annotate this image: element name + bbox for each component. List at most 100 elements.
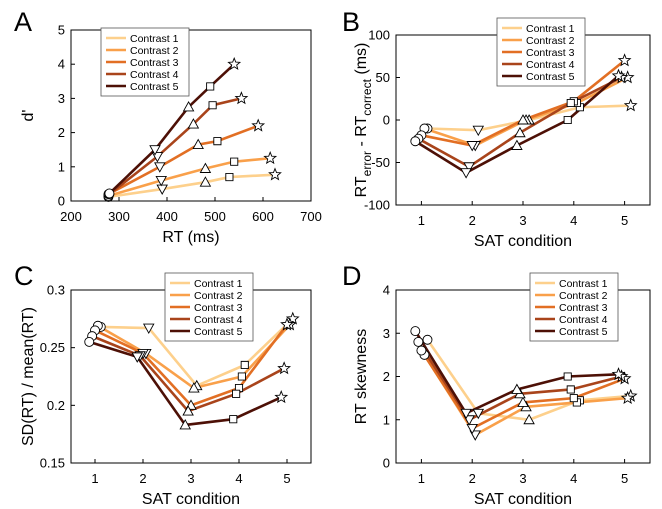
marker [410, 326, 421, 337]
marker [208, 101, 217, 110]
marker [182, 405, 194, 416]
x-tick-label: 3 [519, 213, 526, 228]
legend-label: Contrast 3 [130, 57, 179, 69]
marker [156, 184, 168, 195]
x-tick-label: 3 [187, 471, 194, 486]
y-axis-label: d' [20, 110, 37, 122]
label-subscript: correct [360, 78, 374, 115]
marker [213, 137, 222, 146]
marker [511, 383, 523, 394]
marker [104, 188, 115, 199]
x-tick-label: 2 [469, 213, 476, 228]
x-tick-label: 3 [519, 471, 526, 486]
y-tick-label: 0.15 [40, 456, 65, 471]
label-part: RT [353, 176, 370, 197]
y-tick-label: 0 [58, 194, 65, 209]
marker [234, 91, 249, 105]
marker [563, 115, 572, 125]
marker [472, 125, 485, 137]
marker [514, 126, 526, 138]
marker [182, 101, 195, 112]
series-line [108, 173, 276, 199]
marker [280, 317, 294, 331]
marker [463, 162, 475, 173]
y-tick-label: 0.25 [40, 340, 65, 355]
y-tick-label: 1 [58, 159, 65, 174]
marker [617, 53, 632, 67]
marker [263, 151, 278, 165]
marker [192, 138, 204, 150]
marker [611, 68, 626, 82]
y-tick-label: -100 [364, 198, 390, 213]
marker [416, 345, 427, 356]
y-tick-label: 100 [368, 28, 390, 43]
marker [517, 396, 529, 407]
marker [225, 173, 234, 182]
y-tick-label: 50 [376, 70, 390, 85]
x-tick-label: 1 [418, 213, 425, 228]
legend-label: Contrast 1 [526, 23, 575, 35]
x-tick-label: 1 [418, 471, 425, 486]
marker [199, 162, 212, 173]
marker [199, 176, 212, 187]
marker [251, 118, 266, 132]
x-tick-label: 4 [570, 213, 577, 228]
marker [472, 408, 485, 420]
x-axis-label: SAT condition [474, 491, 572, 508]
marker [611, 367, 626, 381]
marker [237, 372, 246, 381]
legend-label: Contrast 4 [194, 314, 243, 326]
marker [142, 323, 155, 334]
marker [155, 176, 168, 187]
panel-label: C [14, 261, 34, 291]
legend-label: Contrast 1 [130, 33, 179, 45]
marker [179, 419, 192, 430]
legend-label: Contrast 5 [194, 326, 243, 338]
x-tick-label: 5 [283, 471, 290, 486]
panel-label: A [14, 7, 32, 37]
series-line [424, 76, 629, 147]
legend-label: Contrast 3 [526, 47, 575, 59]
legend-label: Contrast 3 [194, 302, 243, 314]
y-tick-label: 0 [383, 456, 390, 471]
marker [569, 394, 578, 403]
axes-box [70, 29, 312, 202]
legend-label: Contrast 1 [194, 278, 243, 290]
marker [229, 415, 238, 424]
x-tick-label: 700 [300, 209, 322, 224]
marker [460, 408, 472, 420]
marker [187, 118, 200, 129]
x-axis-label: RT (ms) [162, 229, 219, 246]
series-line [417, 341, 622, 422]
y-tick-label: 0.2 [47, 398, 65, 413]
x-tick-label: 5 [621, 213, 628, 228]
x-tick-label: 4 [570, 471, 577, 486]
y-tick-label: 3 [383, 326, 390, 341]
y-tick-label: -50 [371, 155, 390, 170]
y-tick-label: 0 [383, 113, 390, 128]
y-axis-label: SD(RT) / mean(RT) [20, 307, 37, 446]
label-part: - RT [353, 116, 370, 151]
marker [523, 413, 535, 425]
marker [623, 98, 638, 112]
marker [563, 372, 572, 381]
marker [413, 336, 424, 347]
marker [268, 167, 282, 181]
marker [517, 114, 529, 125]
legend-label: Contrast 5 [526, 71, 575, 83]
x-tick-label: 500 [204, 209, 226, 224]
y-tick-label: 4 [383, 283, 390, 298]
legend-label: Contrast 3 [559, 302, 608, 314]
label-part: (ms) [353, 43, 370, 79]
marker [188, 382, 200, 393]
x-axis-label: SAT condition [142, 491, 240, 508]
y-tick-label: 1 [383, 412, 390, 427]
x-tick-label: 400 [156, 209, 178, 224]
y-tick-label: 0.3 [47, 283, 65, 298]
legend-label: Contrast 2 [559, 290, 608, 302]
x-tick-label: 2 [139, 471, 146, 486]
x-tick-label: 200 [60, 209, 82, 224]
legend-label: Contrast 1 [559, 278, 608, 290]
legend-label: Contrast 5 [130, 81, 179, 93]
